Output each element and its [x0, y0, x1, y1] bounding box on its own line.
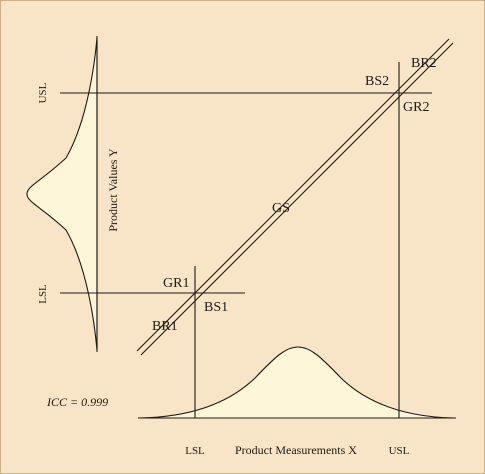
label-gr2: GR2 [403, 100, 429, 115]
label-gr1: GR1 [163, 276, 189, 291]
diagonal-line-upper [136, 38, 450, 352]
label-bs2: BS2 [365, 74, 389, 89]
label-bs1: BS1 [204, 300, 228, 315]
label-br1: BR1 [152, 319, 178, 334]
icc-value: ICC = 0.999 [46, 395, 108, 409]
label-usl-y: USL [37, 82, 49, 103]
x-axis-title: Product Measurements X [235, 443, 357, 457]
label-br2: BR2 [411, 56, 437, 71]
x-distribution-curve [139, 346, 455, 419]
y-distribution-curve [26, 37, 98, 351]
label-lsl-y: LSL [37, 284, 49, 304]
label-usl-x: USL [389, 445, 410, 457]
label-lsl-x: LSL [185, 445, 205, 457]
diagonal-line-lower [140, 42, 454, 356]
label-gs: GS [272, 201, 290, 216]
y-axis-title: Product Values Y [106, 148, 120, 232]
